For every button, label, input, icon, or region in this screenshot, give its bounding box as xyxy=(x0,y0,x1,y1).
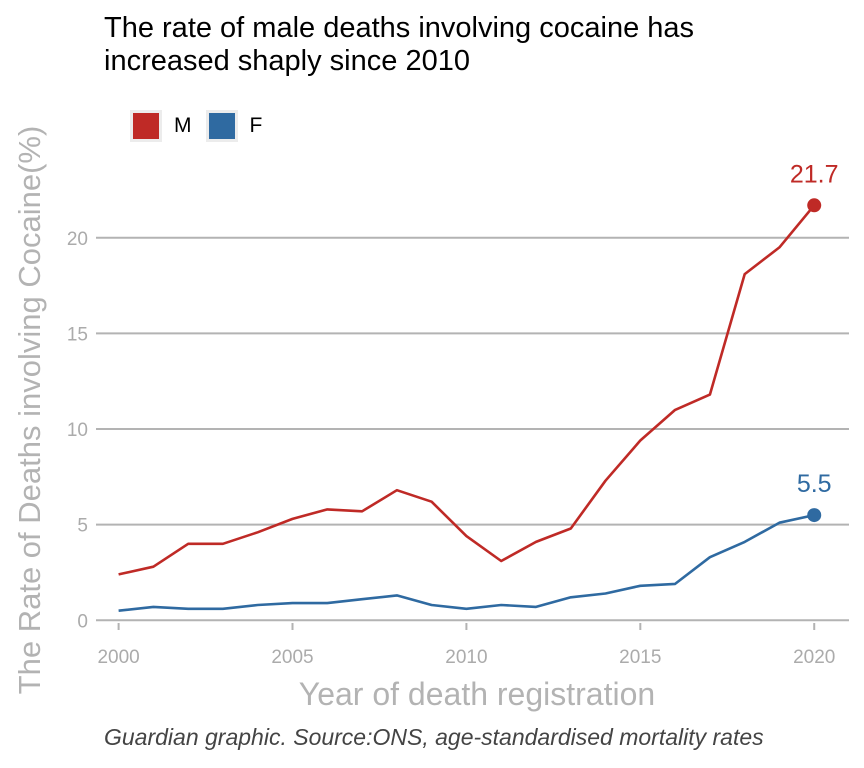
y-axis-label: The Rate of Deaths involving Cocaine(%) xyxy=(12,125,47,695)
legend-label-f: F xyxy=(249,114,263,137)
end-points: 21.7 5.5 xyxy=(790,160,839,523)
x-tick-label-2000: 2000 xyxy=(97,647,139,668)
legend-item-f: F xyxy=(205,110,263,142)
y-tick-label-15: 15 xyxy=(67,324,88,345)
y-tick-label-0: 0 xyxy=(77,611,88,632)
end-label-f: 5.5 xyxy=(797,470,832,498)
x-tick-label-2020: 2020 xyxy=(793,647,835,668)
series-line-m xyxy=(118,204,816,576)
source-caption: Guardian graphic. Source:ONS, age-standa… xyxy=(104,724,764,750)
y-tick-label-10: 10 xyxy=(67,420,88,441)
end-point-m xyxy=(807,198,822,213)
legend-label-m: M xyxy=(174,114,192,137)
x-axis-label: Year of death registration xyxy=(298,676,656,712)
chart-title: The rate of male deaths involving cocain… xyxy=(104,12,824,78)
legend: M F xyxy=(130,110,262,142)
y-tick-label-5: 5 xyxy=(77,516,88,537)
series-lines xyxy=(118,204,816,612)
legend-swatch-m xyxy=(130,110,162,142)
chart-title-line-1: The rate of male deaths involving cocain… xyxy=(104,12,695,44)
grid-lines xyxy=(96,236,849,622)
legend-swatch-f xyxy=(205,110,238,142)
legend-item-m: M xyxy=(130,110,192,142)
series-line-f xyxy=(118,513,815,612)
x-tick-label-2010: 2010 xyxy=(445,647,487,668)
x-tick-label-2015: 2015 xyxy=(619,647,661,668)
x-tick-label-2005: 2005 xyxy=(271,647,313,668)
chart-title-line-2: increased shaply since 2010 xyxy=(104,45,470,77)
axis-ticks: 0 5 10 15 20 2000 2005 2010 2015 2020 xyxy=(67,229,836,668)
end-point-f xyxy=(807,508,822,523)
end-label-m: 21.7 xyxy=(790,160,839,188)
y-tick-label-20: 20 xyxy=(67,229,88,250)
